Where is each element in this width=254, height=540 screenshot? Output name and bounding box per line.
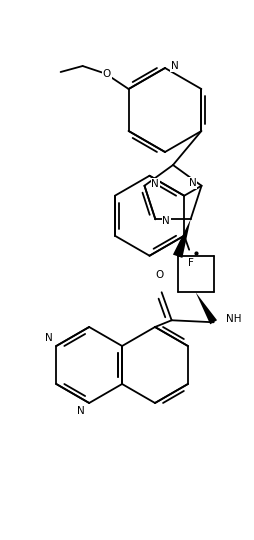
Text: N: N xyxy=(189,178,197,188)
Text: N: N xyxy=(151,179,159,188)
Polygon shape xyxy=(196,292,217,325)
Text: N: N xyxy=(171,61,179,71)
Polygon shape xyxy=(173,219,191,258)
Text: N: N xyxy=(44,333,52,343)
Text: N: N xyxy=(162,217,170,226)
Text: O: O xyxy=(155,271,164,280)
Text: NH: NH xyxy=(226,314,241,325)
Text: F: F xyxy=(188,258,194,268)
Text: N: N xyxy=(77,406,85,416)
Text: O: O xyxy=(103,69,111,79)
